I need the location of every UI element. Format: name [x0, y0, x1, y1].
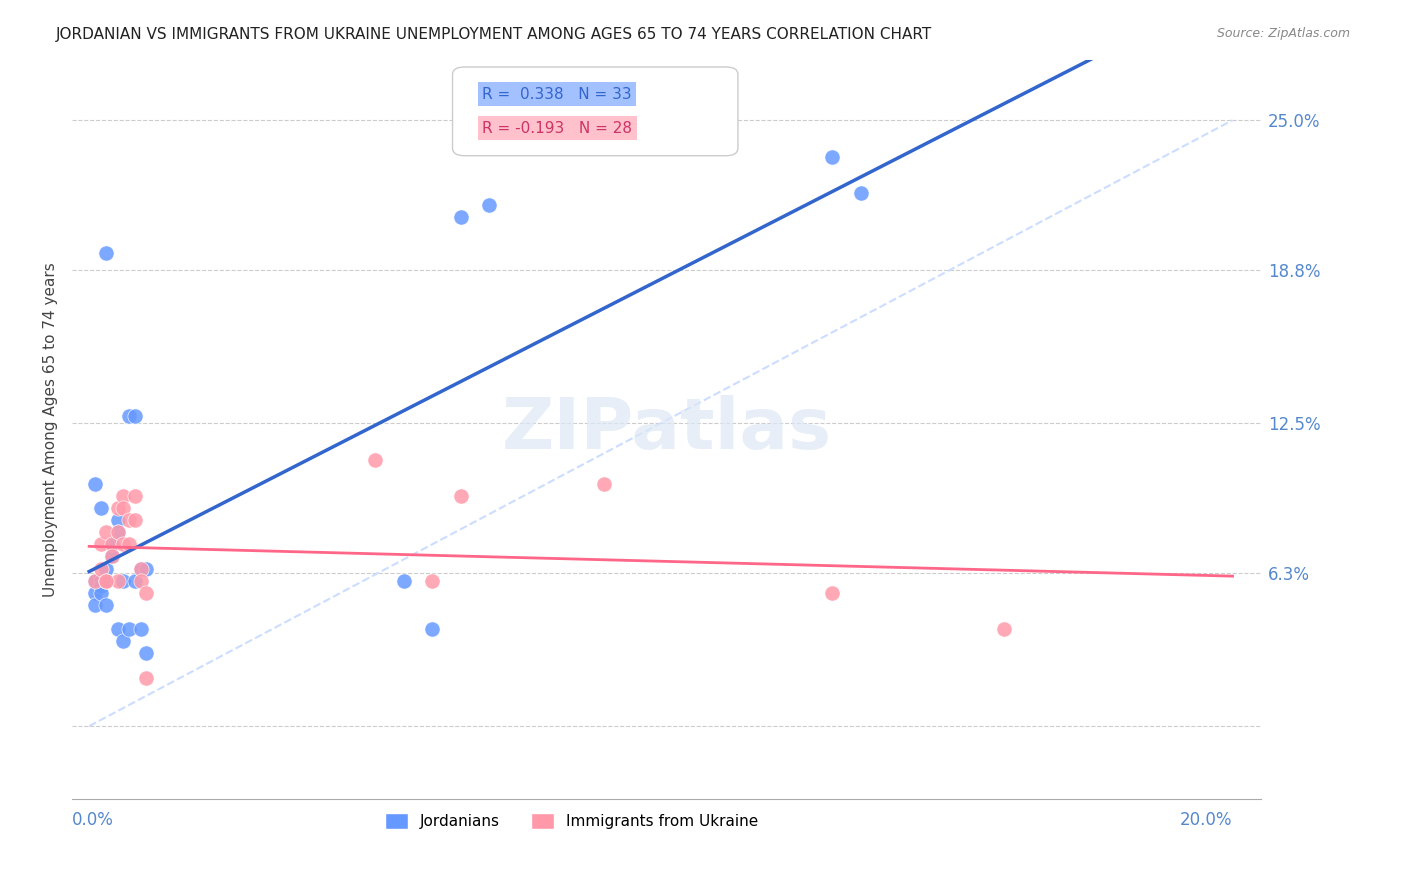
Point — [107, 500, 129, 515]
Point — [112, 500, 135, 515]
Point — [849, 186, 872, 200]
Point — [135, 586, 157, 600]
Point — [118, 513, 141, 527]
Point — [118, 537, 141, 551]
Point — [96, 598, 118, 612]
Point — [101, 537, 124, 551]
Point — [420, 622, 443, 636]
Point — [124, 489, 146, 503]
Point — [96, 574, 118, 588]
Point — [83, 574, 105, 588]
Y-axis label: Unemployment Among Ages 65 to 74 years: Unemployment Among Ages 65 to 74 years — [44, 262, 58, 597]
Point — [101, 549, 124, 564]
Point — [107, 513, 129, 527]
Point — [83, 598, 105, 612]
Text: R = -0.193   N = 28: R = -0.193 N = 28 — [482, 120, 633, 136]
Point — [107, 525, 129, 540]
Point — [90, 574, 112, 588]
Point — [821, 586, 844, 600]
Point — [83, 574, 105, 588]
Point — [124, 409, 146, 423]
Point — [107, 525, 129, 540]
Point — [112, 634, 135, 648]
Point — [107, 574, 129, 588]
Point — [101, 549, 124, 564]
Legend: Jordanians, Immigrants from Ukraine: Jordanians, Immigrants from Ukraine — [378, 807, 763, 836]
Point — [129, 561, 152, 575]
Point — [135, 561, 157, 575]
Point — [135, 647, 157, 661]
Point — [112, 574, 135, 588]
Point — [392, 574, 415, 588]
Point — [96, 574, 118, 588]
Text: JORDANIAN VS IMMIGRANTS FROM UKRAINE UNEMPLOYMENT AMONG AGES 65 TO 74 YEARS CORR: JORDANIAN VS IMMIGRANTS FROM UKRAINE UNE… — [56, 27, 932, 42]
Point — [821, 150, 844, 164]
Point — [993, 622, 1015, 636]
Point — [96, 246, 118, 260]
Point — [90, 561, 112, 575]
Point — [364, 452, 387, 467]
Point — [101, 537, 124, 551]
Text: 20.0%: 20.0% — [1180, 811, 1233, 829]
Point — [83, 476, 105, 491]
Point — [129, 574, 152, 588]
Text: 0.0%: 0.0% — [72, 811, 114, 829]
Point — [90, 578, 112, 592]
Point — [124, 574, 146, 588]
Point — [129, 622, 152, 636]
FancyBboxPatch shape — [453, 67, 738, 156]
Point — [420, 574, 443, 588]
Point — [478, 198, 501, 212]
Point — [118, 622, 141, 636]
Point — [96, 561, 118, 575]
Point — [450, 210, 472, 224]
Point — [118, 409, 141, 423]
Point — [90, 586, 112, 600]
Point — [83, 586, 105, 600]
Point — [96, 574, 118, 588]
Point — [90, 537, 112, 551]
Text: R =  0.338   N = 33: R = 0.338 N = 33 — [482, 87, 631, 102]
Text: ZIPatlas: ZIPatlas — [502, 395, 831, 464]
Point — [90, 500, 112, 515]
Point — [112, 489, 135, 503]
Point — [96, 525, 118, 540]
Point — [592, 476, 614, 491]
Text: Source: ZipAtlas.com: Source: ZipAtlas.com — [1216, 27, 1350, 40]
Point — [107, 622, 129, 636]
Point — [124, 513, 146, 527]
Point — [112, 537, 135, 551]
Point — [129, 561, 152, 575]
Point — [135, 671, 157, 685]
Point — [450, 489, 472, 503]
